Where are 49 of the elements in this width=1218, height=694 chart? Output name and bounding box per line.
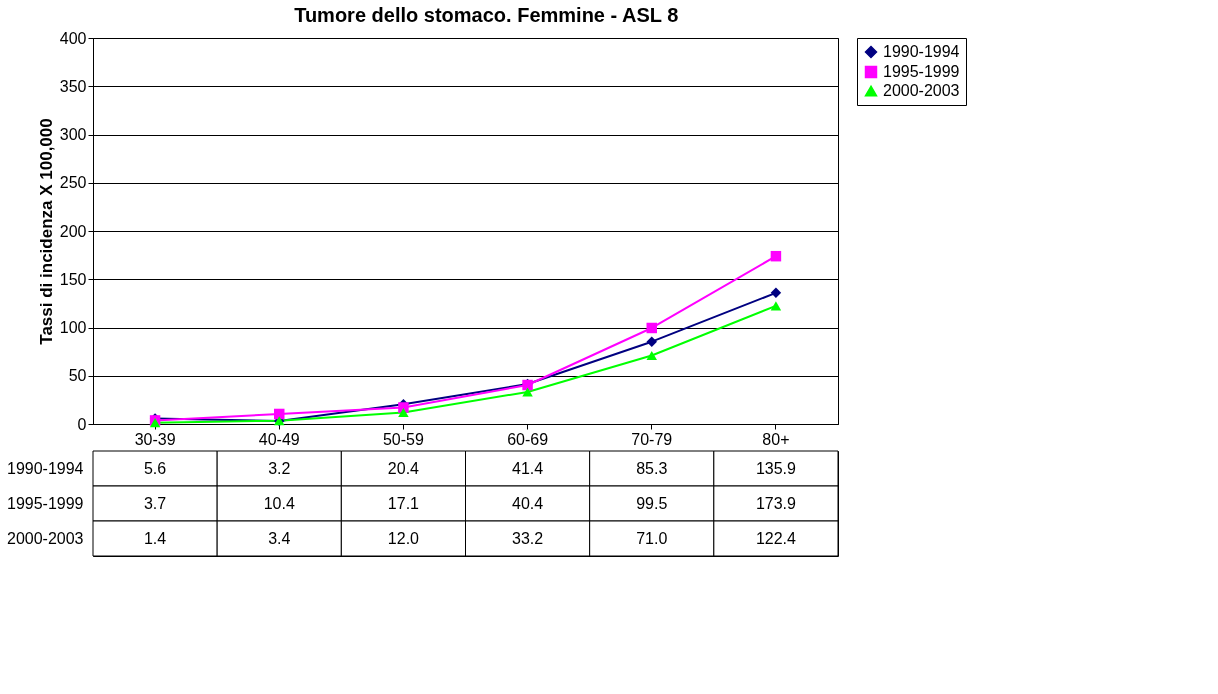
data-label: 12.0 xyxy=(387,529,420,547)
data-label: 3.4 xyxy=(268,529,291,547)
data-label: 135.9 xyxy=(755,459,797,477)
data-label: 122.4 xyxy=(755,529,797,547)
data-label: 5.6 xyxy=(143,459,167,477)
y-tick-label: 300 xyxy=(59,126,87,143)
data-label: 17.1 xyxy=(387,494,420,512)
data-label: 10.4 xyxy=(263,494,295,512)
text: 1995-1999 xyxy=(6,494,84,512)
point xyxy=(770,250,782,262)
data-label: 1.4 xyxy=(143,529,167,547)
y-tick-label: 150 xyxy=(59,270,87,288)
x-tick-label: 60-69 xyxy=(507,430,549,448)
data-label: 71.0 xyxy=(636,529,668,547)
data-label: 33.2 xyxy=(512,529,544,547)
data-label: 99.5 xyxy=(636,494,668,512)
point xyxy=(646,336,657,347)
data-label: 20.4 xyxy=(387,459,420,477)
x-tick-label: 30-39 xyxy=(134,430,176,448)
point xyxy=(646,350,657,361)
point xyxy=(398,407,409,417)
y-tick-label: 100 xyxy=(59,319,87,336)
point xyxy=(770,301,782,311)
x-tick-label: 80+ xyxy=(762,430,790,448)
y-tick-label: 50 xyxy=(68,367,87,385)
data-label: 3.2 xyxy=(268,459,291,477)
data-label: 85.3 xyxy=(636,459,668,477)
data-label: 40.4 xyxy=(512,494,544,512)
x-tick-label: 50-59 xyxy=(382,430,424,448)
y-tick-label: 0 xyxy=(77,415,87,433)
legend-label: 1990-1994 xyxy=(883,43,960,60)
x-tick-label: 40-49 xyxy=(258,430,300,448)
data-label: 3.7 xyxy=(143,494,167,512)
legend-label: 2000-2003 xyxy=(883,82,960,99)
text: 1990-1994 xyxy=(6,459,84,477)
data-label: 41.4 xyxy=(512,459,544,477)
point xyxy=(522,387,533,397)
y-tick-label: 250 xyxy=(59,174,87,192)
point xyxy=(770,287,782,299)
y-tick-label: 200 xyxy=(59,222,87,240)
text: 2000-2003 xyxy=(6,529,84,547)
y-tick-label: 350 xyxy=(59,77,87,95)
chart-title: Tumore dello stomaco. Femmine - ASL 8 xyxy=(294,3,679,26)
data-label: 173.9 xyxy=(755,494,797,512)
point xyxy=(646,322,657,334)
y-axis-title: Tassi di incidenza X 100,000 xyxy=(36,118,56,345)
x-tick-label: 70-79 xyxy=(631,430,673,448)
legend-label: 1995-1999 xyxy=(883,63,960,80)
y-tick-label: 400 xyxy=(59,29,87,47)
